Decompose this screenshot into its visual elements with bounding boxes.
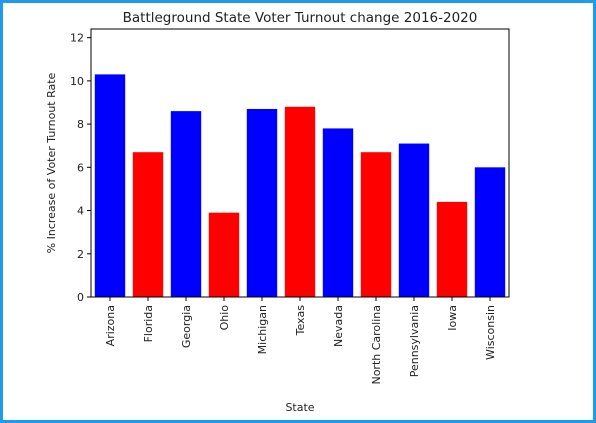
bar-pennsylvania (398, 143, 430, 297)
x-tick-label: Michigan (256, 305, 269, 354)
x-tick-label: Iowa (446, 305, 459, 331)
y-axis-label: % Increase of Voter Turnout Rate (45, 72, 58, 253)
x-tick-label: Georgia (180, 305, 193, 348)
bar-georgia (170, 111, 202, 297)
bar-arizona (94, 74, 126, 297)
bar-texas (284, 106, 316, 297)
y-tick-label: 12 (70, 32, 84, 45)
y-tick-label: 6 (77, 161, 84, 174)
y-tick-label: 4 (77, 205, 84, 218)
x-axis-label: State (285, 401, 314, 414)
x-tick-label: Wisconsin (484, 305, 497, 360)
x-tick-label: Pennsylvania (408, 305, 421, 377)
x-tick-label: Florida (142, 305, 155, 342)
bar-ohio (208, 212, 240, 297)
x-tick-label: North Carolina (370, 305, 383, 385)
bar-wisconsin (474, 167, 506, 297)
bar-iowa (436, 201, 468, 297)
x-tick-label: Arizona (104, 305, 117, 346)
y-tick-label: 0 (77, 291, 84, 304)
x-tick-label: Texas (294, 305, 307, 337)
y-tick-label: 2 (77, 248, 84, 261)
bar-michigan (246, 108, 278, 297)
y-tick-label: 8 (77, 118, 84, 131)
x-tick-label: Nevada (332, 305, 345, 347)
bar-nevada (322, 128, 354, 297)
plot-area: 0 2 4 6 8 10 12 Arizona Florida Georgia Ohio Michig… (70, 28, 510, 385)
bar-chart: Battleground State Voter Turnout change … (45, 10, 510, 414)
bar-florida (132, 152, 164, 297)
y-tick-label: 10 (70, 75, 84, 88)
x-tick-label: Ohio (218, 305, 231, 331)
chart-title: Battleground State Voter Turnout change … (123, 10, 478, 26)
bar-north-carolina (360, 152, 392, 297)
